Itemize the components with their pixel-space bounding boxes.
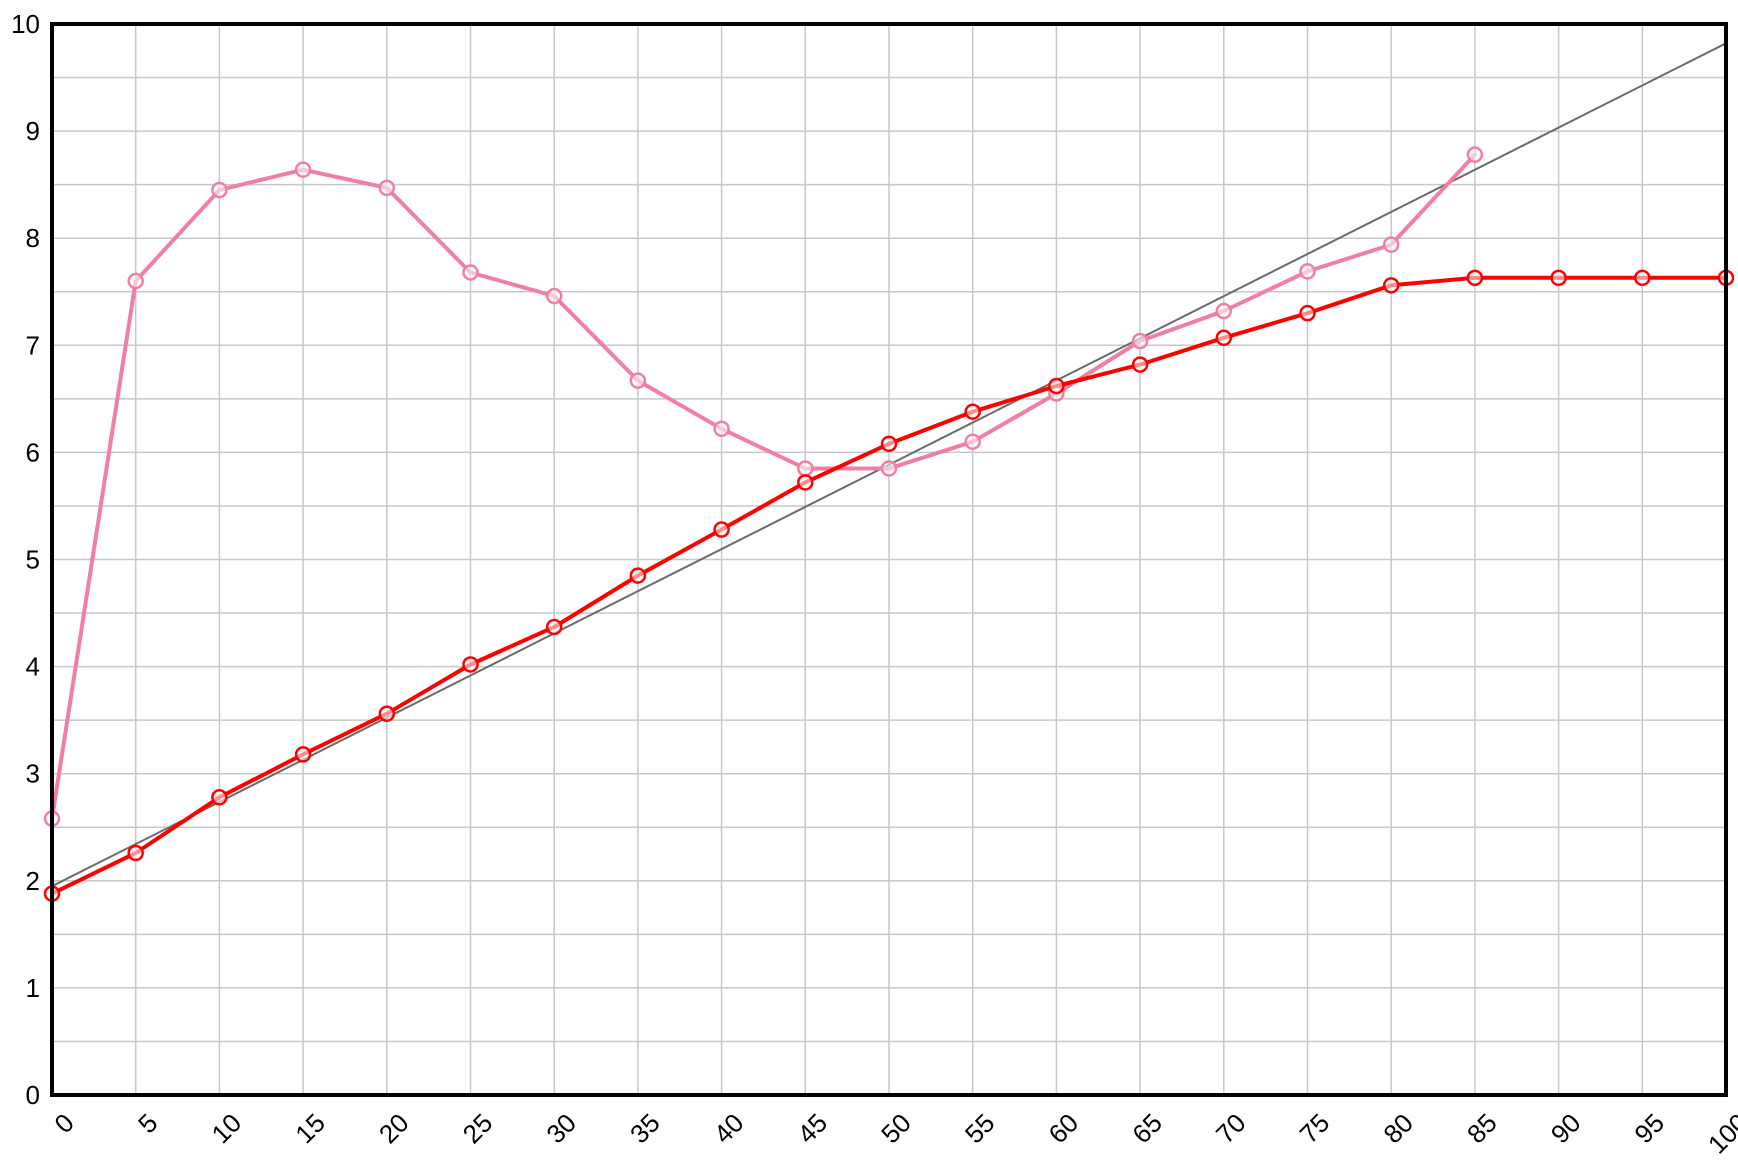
data-point bbox=[294, 161, 312, 178]
x-tick-label: 35 bbox=[624, 1108, 666, 1150]
data-point bbox=[545, 287, 563, 305]
data-point bbox=[294, 746, 312, 763]
data-point bbox=[880, 435, 898, 453]
grid-layer bbox=[51, 23, 1727, 1096]
y-tick-label: 0 bbox=[26, 1080, 40, 1110]
data-point bbox=[1215, 302, 1233, 320]
series-3 bbox=[43, 269, 1735, 902]
x-axis-tick-labels: 0 5 10 15 20 25 30 35 40 45 50 55 60 65 70 75 80 85 90 95 10… bbox=[48, 1108, 1738, 1160]
data-point bbox=[1550, 269, 1567, 287]
data-point bbox=[1131, 356, 1149, 373]
x-tick-label: 10 bbox=[206, 1108, 248, 1150]
data-point bbox=[797, 460, 814, 477]
data-point bbox=[629, 567, 647, 584]
y-tick-label: 2 bbox=[26, 866, 40, 896]
data-point bbox=[964, 403, 981, 420]
data-point bbox=[713, 521, 730, 538]
data-point bbox=[1634, 269, 1651, 287]
x-tick-label: 55 bbox=[959, 1108, 1001, 1150]
y-tick-label: 10 bbox=[11, 9, 40, 39]
series-layer bbox=[43, 42, 1735, 902]
data-point bbox=[127, 844, 144, 862]
data-point bbox=[1215, 329, 1233, 347]
data-point bbox=[1466, 146, 1484, 163]
x-tick-label: 30 bbox=[540, 1108, 582, 1150]
series-line bbox=[50, 152, 1477, 821]
data-point bbox=[797, 474, 814, 491]
data-point bbox=[629, 372, 647, 389]
y-tick-label: 5 bbox=[26, 545, 40, 575]
x-tick-label: 50 bbox=[875, 1108, 917, 1150]
data-point bbox=[378, 179, 396, 197]
x-tick-label: 40 bbox=[708, 1108, 750, 1150]
data-point bbox=[880, 460, 898, 477]
data-point bbox=[211, 181, 228, 199]
data-point bbox=[545, 618, 563, 636]
data-point bbox=[462, 264, 479, 281]
data-point bbox=[964, 433, 981, 450]
data-point bbox=[1299, 304, 1316, 322]
data-point bbox=[1382, 277, 1400, 294]
x-tick-label: 20 bbox=[373, 1108, 415, 1150]
data-point bbox=[378, 705, 396, 722]
y-tick-label: 1 bbox=[26, 973, 40, 1003]
x-tick-label: 90 bbox=[1545, 1108, 1587, 1150]
plot-frame bbox=[50, 22, 1728, 1097]
data-point bbox=[211, 789, 228, 806]
x-tick-label: 95 bbox=[1628, 1108, 1670, 1150]
x-tick-label: 15 bbox=[289, 1108, 331, 1150]
data-point bbox=[713, 420, 730, 438]
x-tick-label: 25 bbox=[457, 1108, 499, 1150]
data-point bbox=[1048, 377, 1065, 395]
x-tick-label: 85 bbox=[1461, 1108, 1503, 1150]
x-tick-label: 70 bbox=[1210, 1108, 1252, 1150]
data-point bbox=[1382, 236, 1400, 253]
y-axis-tick-labels: 0 1 2 3 4 5 6 7 8 9 10 bbox=[11, 9, 40, 1110]
x-tick-label: 45 bbox=[791, 1108, 833, 1150]
y-tick-label: 6 bbox=[26, 437, 40, 467]
y-tick-label: 3 bbox=[26, 759, 40, 789]
series-2 bbox=[43, 146, 1484, 827]
y-tick-label: 8 bbox=[26, 223, 40, 253]
x-tick-label: 100 bbox=[1702, 1108, 1738, 1160]
x-tick-label: 0 bbox=[48, 1108, 79, 1139]
x-tick-label: 75 bbox=[1294, 1108, 1336, 1150]
y-tick-label: 4 bbox=[26, 652, 40, 682]
y-tick-label: 9 bbox=[26, 116, 40, 146]
data-point bbox=[462, 656, 479, 673]
x-tick-label: 80 bbox=[1377, 1108, 1419, 1150]
data-point bbox=[127, 272, 144, 290]
x-tick-label: 5 bbox=[132, 1108, 163, 1139]
x-tick-label: 60 bbox=[1043, 1108, 1085, 1150]
data-point bbox=[1466, 269, 1484, 287]
data-point bbox=[1299, 263, 1316, 280]
data-point bbox=[1131, 332, 1149, 350]
x-tick-label: 65 bbox=[1126, 1108, 1168, 1150]
y-tick-label: 7 bbox=[26, 330, 40, 360]
